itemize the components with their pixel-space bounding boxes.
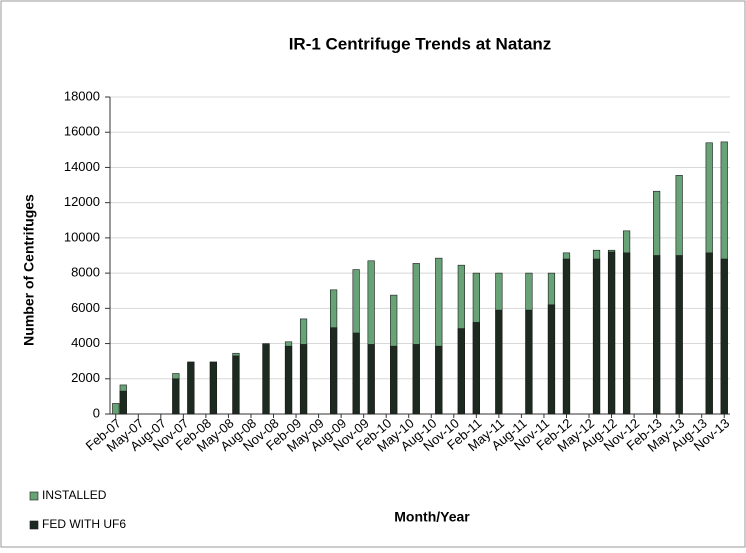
bar — [675, 255, 683, 415]
bar — [367, 344, 375, 415]
y-tick-label: 16000 — [64, 124, 100, 139]
bar — [119, 390, 127, 415]
y-tick-label: 6000 — [71, 300, 100, 315]
bar — [457, 328, 465, 415]
legend-swatch — [29, 520, 39, 530]
y-tick-label: 4000 — [71, 335, 100, 350]
bar — [352, 332, 360, 415]
bar — [495, 309, 503, 415]
bar — [172, 378, 180, 415]
y-tick-label: 2000 — [71, 370, 100, 385]
bar — [653, 255, 661, 415]
y-tick-label: 12000 — [64, 194, 100, 209]
bar — [262, 344, 270, 415]
y-tick-label: 10000 — [64, 229, 100, 244]
bar — [284, 345, 293, 415]
bar — [720, 258, 728, 415]
chart-title: IR-1 Centrifuge Trends at Natanz — [289, 34, 552, 53]
x-axis-label: Month/Year — [394, 509, 470, 525]
bar — [547, 304, 556, 415]
legend-label: INSTALLED — [42, 488, 107, 502]
y-tick-label: 8000 — [71, 265, 100, 280]
bar — [705, 252, 713, 415]
y-tick-label: 0 — [93, 405, 100, 420]
bar — [525, 309, 533, 415]
bar — [472, 322, 480, 415]
bar — [330, 327, 338, 415]
bar — [622, 252, 631, 415]
y-tick-label: 14000 — [64, 159, 100, 174]
bar — [112, 403, 120, 415]
bar — [232, 355, 240, 415]
bar — [209, 361, 218, 415]
y-tick-label: 18000 — [64, 88, 100, 103]
bar — [299, 344, 308, 415]
bar — [607, 251, 616, 415]
legend-label: FED WITH UF6 — [42, 517, 126, 531]
legend-swatch — [29, 491, 39, 501]
bar — [435, 345, 443, 415]
bar — [592, 258, 601, 415]
y-axis-label: Number of Centrifuges — [21, 194, 37, 346]
bar — [412, 344, 420, 415]
bar — [562, 258, 571, 415]
bar — [390, 345, 398, 415]
bar — [187, 361, 195, 415]
